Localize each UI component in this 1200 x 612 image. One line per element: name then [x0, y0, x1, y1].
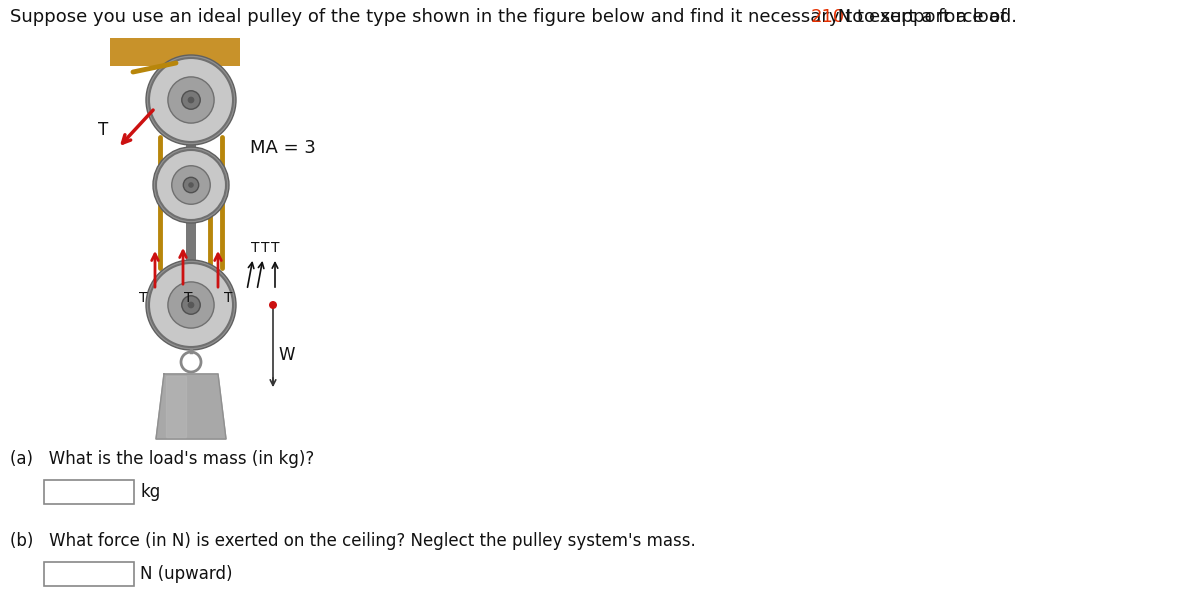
Text: T: T [223, 291, 233, 305]
Bar [110, 38, 240, 66]
Circle shape [149, 263, 233, 347]
Circle shape [154, 147, 229, 223]
Circle shape [146, 55, 236, 145]
Text: T: T [271, 241, 280, 255]
Text: 210: 210 [811, 8, 845, 26]
Text: (a)   What is the load's mass (in kg)?: (a) What is the load's mass (in kg)? [10, 450, 314, 468]
Text: T: T [139, 291, 148, 305]
Bar [182, 66, 199, 84]
Text: Suppose you use an ideal pulley of the type shown in the figure below and find i: Suppose you use an ideal pulley of the t… [10, 8, 1013, 26]
Polygon shape [156, 374, 226, 439]
Bar [186, 218, 196, 261]
Circle shape [184, 177, 199, 193]
Text: N to support a load.: N to support a load. [833, 8, 1018, 26]
Circle shape [156, 150, 226, 220]
Circle shape [187, 97, 194, 103]
Bar [44, 562, 134, 586]
Text: (b)   What force (in N) is exerted on the ceiling? Neglect the pulley system's m: (b) What force (in N) is exerted on the … [10, 532, 696, 550]
Text: MA = 3: MA = 3 [250, 139, 316, 157]
Text: T: T [184, 291, 192, 305]
Circle shape [187, 302, 194, 308]
Circle shape [168, 77, 214, 123]
Text: T: T [260, 241, 269, 255]
Text: T: T [251, 241, 259, 255]
Polygon shape [166, 376, 186, 437]
Bar [44, 480, 134, 504]
Circle shape [168, 282, 214, 328]
Text: N (upward): N (upward) [140, 565, 233, 583]
Circle shape [181, 296, 200, 314]
Circle shape [146, 260, 236, 350]
Text: kg: kg [140, 483, 161, 501]
Text: W: W [278, 346, 294, 364]
Circle shape [269, 301, 277, 309]
Text: T: T [98, 121, 108, 139]
Circle shape [188, 182, 194, 188]
Circle shape [172, 166, 210, 204]
Circle shape [149, 58, 233, 142]
Bar [186, 140, 196, 148]
Circle shape [181, 91, 200, 109]
